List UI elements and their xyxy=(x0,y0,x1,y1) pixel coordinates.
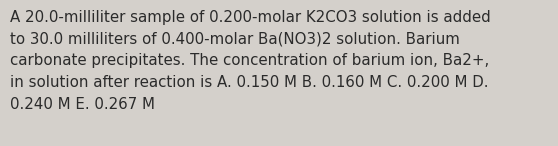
Text: A 20.0-milliliter sample of 0.200-molar K2CO3 solution is added
to 30.0 millilit: A 20.0-milliliter sample of 0.200-molar … xyxy=(10,10,491,112)
